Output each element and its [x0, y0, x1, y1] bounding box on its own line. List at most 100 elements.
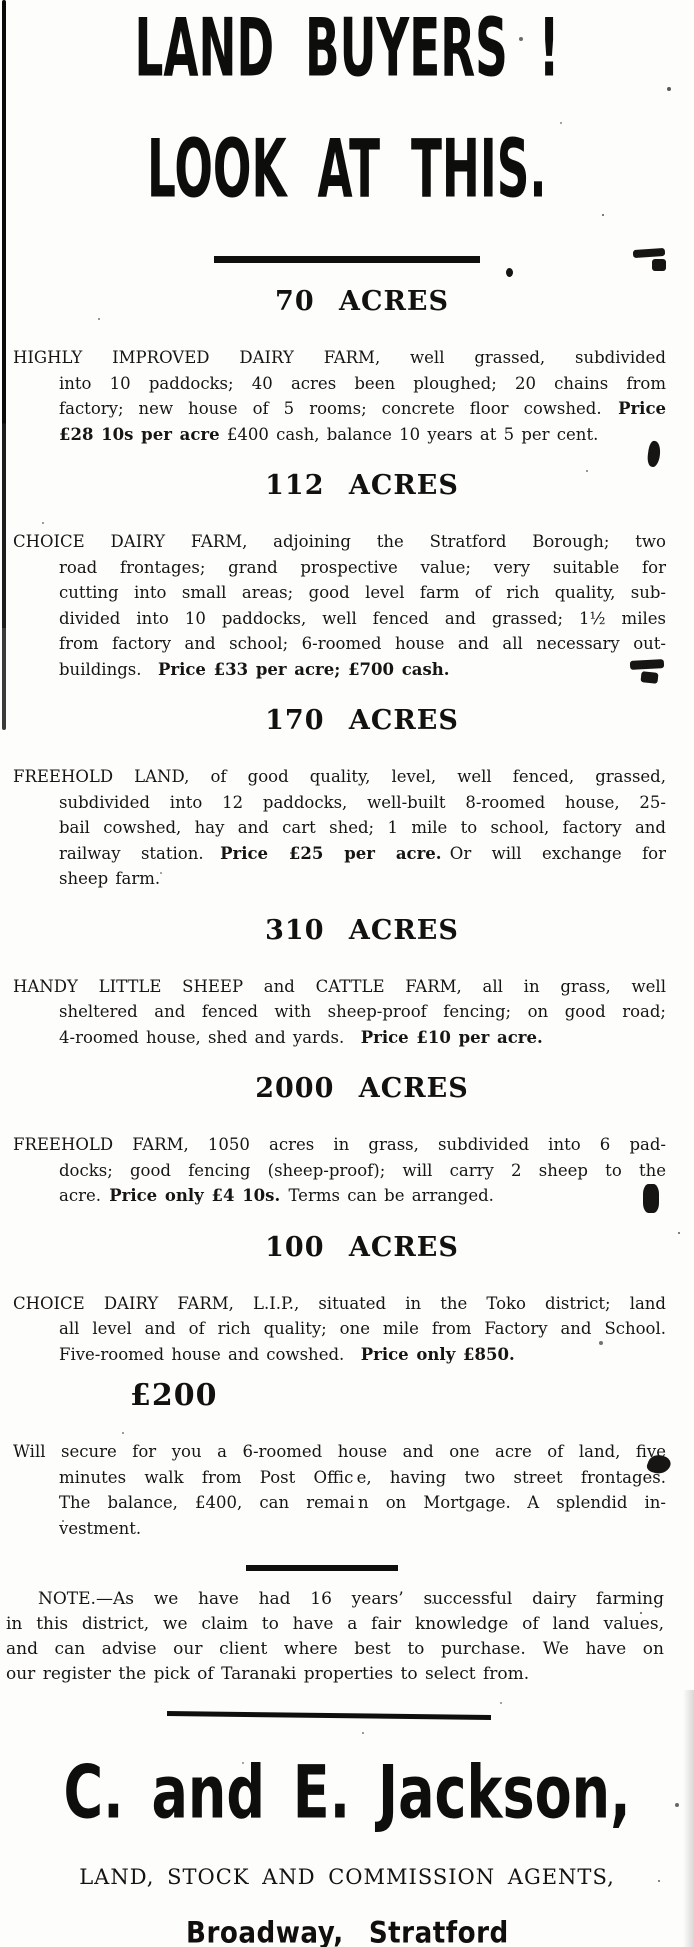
body-text: vestment.: [59, 1518, 142, 1538]
listing-heading: £200: [130, 1378, 218, 1413]
divider-rule-top: [214, 256, 480, 263]
paragraph-line: from factory and school; 6-roomed house …: [13, 631, 666, 657]
body-text: acre.: [59, 1186, 110, 1205]
body-text: all level and of rich quality; one mile …: [59, 1319, 666, 1338]
body-text: FREEHOLD LAND, of good quality, level, w…: [13, 767, 666, 786]
headline-line2-text: LOOK AT THIS.: [147, 122, 547, 216]
divider-rule-long: [166, 1711, 492, 1720]
agent-address-text: Broadway, Stratford: [185, 1916, 509, 1947]
body-text: cutting into small areas; good level far…: [59, 583, 666, 602]
body-text: £400 cash, balance 10 years at 5 per cen…: [219, 424, 599, 444]
price-text: Price £33 per acre; £700 cash.: [157, 659, 450, 679]
ink-smudge: [506, 268, 513, 277]
paragraph-line: acre. Price only £4 10s. Terms can be ar…: [13, 1183, 666, 1209]
body-text: sheep farm.: [59, 869, 161, 888]
body-text: minutes walk from Post Offic e, having t…: [59, 1467, 666, 1487]
column-rule: [2, 0, 6, 730]
body-text: divided into 10 paddocks, well fenced an…: [59, 608, 666, 628]
body-text: Terms can be arranged.: [280, 1186, 494, 1205]
paragraph-line: railway station. Price £25 per acre. Or …: [13, 841, 666, 867]
headline-line2: LOOK AT THIS.: [0, 129, 694, 209]
ink-smudge: [652, 259, 666, 271]
agent-address: Broadway, Stratford: [0, 1916, 694, 1947]
body-text: in this district, we claim to have a fai…: [6, 1614, 664, 1634]
agent-name: C. and E. Jackson,: [0, 1755, 694, 1839]
body-text: 4-roomed house, shed and yards.: [59, 1027, 361, 1047]
body-text: into 10 paddocks; 40 acres been ploughed…: [59, 373, 666, 393]
note-line: in this district, we claim to have a fai…: [6, 1612, 664, 1637]
listing-heading: 310 ACRES: [265, 914, 459, 946]
paragraph-line: docks; good fencing (sheep-proof); will …: [13, 1158, 666, 1184]
note-line: our register the pick of Taranaki proper…: [6, 1662, 664, 1687]
paragraph-line: Five-roomed house and cowshed. Price onl…: [13, 1342, 666, 1368]
listing-paragraph: HANDY LITTLE SHEEP and CATTLE FARM, all …: [13, 974, 666, 1051]
paragraph-line: Will secure for you a 6-roomed house and…: [13, 1439, 666, 1465]
listing-section: 112 ACRES CHOICE DAIRY FARM, adjoining t…: [0, 469, 694, 682]
paragraph-line: cutting into small areas; good level far…: [13, 580, 666, 606]
paper-specks: [0, 0, 2, 2]
paragraph-line: CHOICE DAIRY FARM, adjoining the Stratfo…: [13, 529, 666, 555]
price-text: Price £25 per acre.: [220, 843, 442, 863]
paragraph-line: HIGHLY IMPROVED DAIRY FARM, well grassed…: [13, 345, 666, 371]
paragraph-line: subdivided into 12 paddocks, well-built …: [13, 790, 666, 816]
body-text: The balance, £400, can remai n on Mortga…: [59, 1493, 666, 1512]
listing-paragraph: HIGHLY IMPROVED DAIRY FARM, well grassed…: [13, 345, 666, 447]
divider-rule-short: [246, 1565, 398, 1571]
paragraph-line: FREEHOLD FARM, 1050 acres in grass, subd…: [13, 1132, 666, 1158]
body-text: road frontages; grand prospective value;…: [59, 557, 666, 577]
listing-heading: 112 ACRES: [265, 470, 459, 501]
body-text: bail cowshed, hay and cart shed; 1 mile …: [59, 818, 666, 837]
price-text: Price only £4 10s.: [109, 1186, 281, 1205]
body-text: subdivided into 12 paddocks, well-built …: [59, 792, 666, 812]
body-text: railway station.: [59, 843, 221, 863]
listing-section: £200 Will secure for you a 6-roomed hous…: [0, 1379, 694, 1541]
body-text: Or will exchange for: [441, 843, 666, 863]
body-text: CHOICE DAIRY FARM, adjoining the Stratfo…: [13, 532, 666, 551]
scan-edge-streak: [683, 1690, 694, 1947]
listing-paragraph: CHOICE DAIRY FARM, L.I.P., situated in t…: [13, 1291, 666, 1368]
body-text: CHOICE DAIRY FARM, L.I.P., situated in t…: [13, 1293, 666, 1313]
paragraph-line: divided into 10 paddocks, well fenced an…: [13, 606, 666, 632]
paragraph-line: minutes walk from Post Offic e, having t…: [13, 1465, 666, 1491]
body-text: and can advise our client where best to …: [6, 1639, 664, 1659]
listing-section: 70 ACRES HIGHLY IMPROVED DAIRY FARM, wel…: [0, 285, 694, 447]
listing-heading: 100 ACRES: [265, 1231, 459, 1263]
ink-smudge: [640, 671, 659, 684]
agent-name-text: C. and E. Jackson,: [63, 1750, 631, 1836]
ink-smudge: [632, 247, 666, 259]
listings: 70 ACRES HIGHLY IMPROVED DAIRY FARM, wel…: [0, 285, 694, 1541]
headline-line1-text: LAND BUYERS !: [134, 1, 560, 95]
paragraph-line: HANDY LITTLE SHEEP and CATTLE FARM, all …: [13, 974, 666, 1000]
listing-heading: 170 ACRES: [265, 705, 459, 736]
body-text: docks; good fencing (sheep-proof); will …: [59, 1160, 666, 1180]
paragraph-line: FREEHOLD LAND, of good quality, level, w…: [13, 764, 666, 790]
body-text: from factory and school; 6-roomed house …: [59, 634, 666, 653]
listing-heading: 2000 ACRES: [255, 1073, 469, 1104]
listing-section: 100 ACRES CHOICE DAIRY FARM, L.I.P., sit…: [0, 1231, 694, 1368]
price-text: Price: [618, 399, 666, 418]
agent-role: LAND, STOCK AND COMMISSION AGENTS,: [79, 1865, 615, 1889]
paragraph-line: The balance, £400, can remai n on Mortga…: [13, 1490, 666, 1516]
ink-smudge: [643, 1184, 659, 1213]
paragraph-line: buildings. Price £33 per acre; £700 cash…: [13, 657, 666, 683]
body-text: factory; new house of 5 rooms; concrete …: [59, 399, 619, 418]
price-text: Price only £850.: [360, 1344, 515, 1364]
listing-heading: 70 ACRES: [275, 286, 449, 317]
headline-line1: LAND BUYERS !: [0, 8, 694, 88]
paragraph-line: sheep farm.: [13, 866, 666, 892]
body-text: buildings.: [59, 659, 158, 679]
listing-section: 310 ACRES HANDY LITTLE SHEEP and CATTLE …: [0, 914, 694, 1051]
paragraph-line: sheltered and fenced with sheep-proof fe…: [13, 999, 666, 1025]
body-text: HIGHLY IMPROVED DAIRY FARM, well grassed…: [13, 348, 666, 367]
paragraph-line: factory; new house of 5 rooms; concrete …: [13, 396, 666, 422]
paragraph-line: into 10 paddocks; 40 acres been ploughed…: [13, 371, 666, 397]
paragraph-line: all level and of rich quality; one mile …: [13, 1316, 666, 1342]
note-line: NOTE.—As we have had 16 years’ successfu…: [6, 1587, 664, 1612]
paragraph-line: vestment.: [13, 1516, 666, 1542]
body-text: Will secure for you a 6-roomed house and…: [13, 1442, 666, 1461]
listing-paragraph: CHOICE DAIRY FARM, adjoining the Stratfo…: [13, 529, 666, 682]
note-paragraph: NOTE.—As we have had 16 years’ successfu…: [6, 1587, 664, 1687]
paragraph-line: road frontages; grand prospective value;…: [13, 555, 666, 581]
paragraph-line: £28 10s per acre £400 cash, balance 10 y…: [13, 422, 666, 448]
